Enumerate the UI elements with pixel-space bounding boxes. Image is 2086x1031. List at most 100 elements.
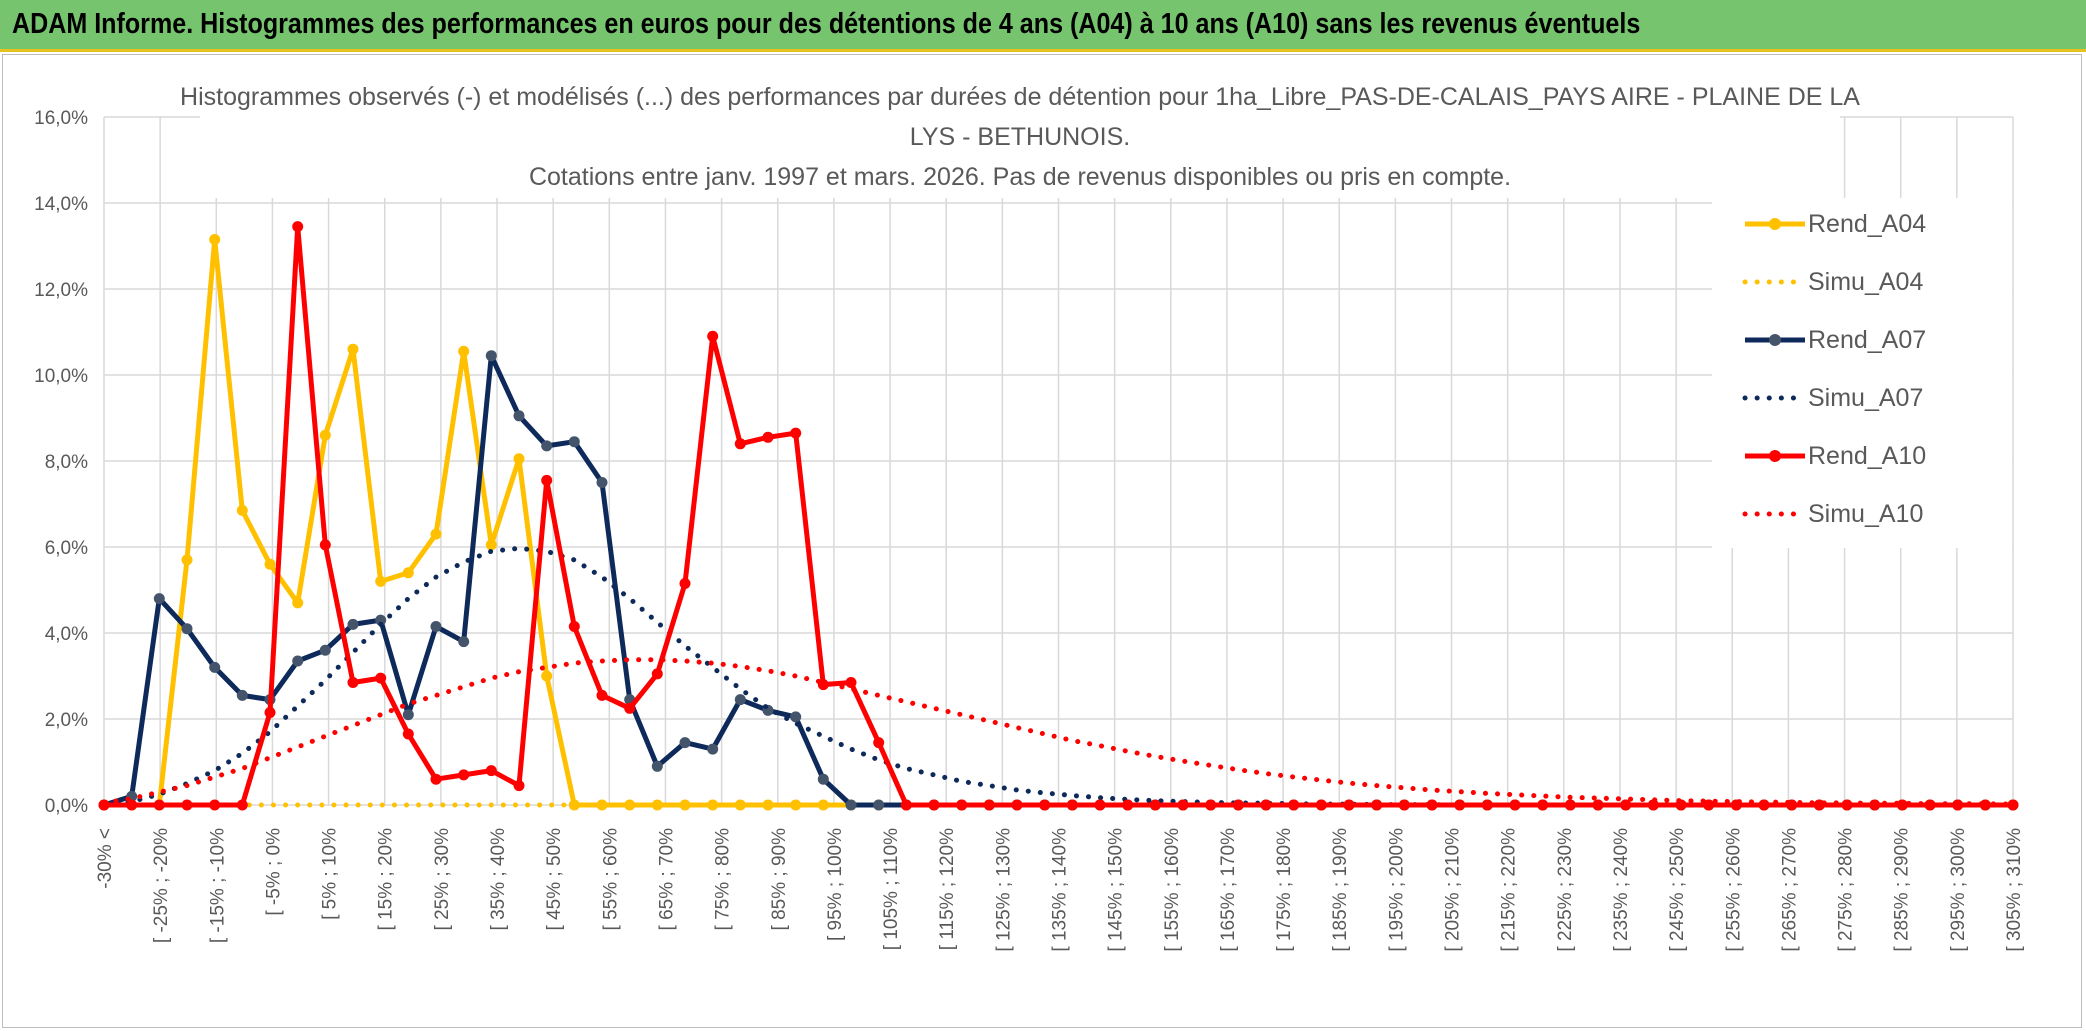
data-point (319, 429, 331, 441)
data-point (541, 670, 553, 682)
data-point (1122, 799, 1134, 811)
data-point (707, 330, 719, 342)
data-point (1232, 799, 1244, 811)
data-point (1454, 799, 1466, 811)
data-point (347, 677, 359, 688)
x-tick-label: [ 15% ; 20% (376, 828, 397, 931)
x-tick-label: [ 35% ; 40% (488, 828, 509, 931)
data-point (624, 799, 636, 811)
x-tick-label: [ -5% ; 0% (263, 828, 284, 916)
x-tick-label: [ 255% ; 260% (1723, 828, 1744, 952)
data-point (734, 438, 746, 450)
data-point (430, 621, 442, 632)
data-point (264, 707, 276, 718)
y-tick-label: 14,0% (34, 194, 88, 215)
x-tick-label: [ 205% ; 210% (1443, 828, 1464, 952)
data-point (568, 621, 580, 632)
x-tick-label: [ 25% ; 30% (432, 828, 453, 931)
legend-marker (1769, 218, 1781, 230)
data-point (485, 350, 497, 362)
data-point (596, 689, 608, 701)
x-tick-label: [ 65% ; 70% (656, 828, 677, 931)
y-tick-label: 2,0% (45, 710, 88, 731)
data-point (402, 709, 414, 721)
data-point (181, 799, 193, 811)
data-point (292, 221, 304, 233)
data-point (1703, 799, 1715, 811)
data-point (126, 799, 138, 811)
x-tick-label: [ 95% ; 100% (825, 828, 846, 941)
x-tick-label: [ 135% ; 140% (1050, 828, 1071, 952)
data-point (817, 773, 829, 785)
title-background (200, 78, 1840, 198)
x-tick-label: [ 145% ; 150% (1106, 828, 1127, 952)
data-point (209, 234, 221, 245)
data-point (541, 474, 553, 486)
data-point (153, 593, 165, 605)
y-tick-label: 12,0% (34, 280, 88, 301)
x-tick-label: [ 195% ; 200% (1386, 828, 1407, 952)
y-tick-label: 6,0% (45, 538, 88, 559)
legend-label: Rend_A07 (1808, 326, 1926, 354)
data-point (347, 618, 359, 630)
legend-label: Rend_A04 (1808, 210, 1926, 238)
data-point (1620, 799, 1632, 811)
data-point (485, 765, 497, 777)
chart-title-line: LYS - BETHUNOIS. (910, 123, 1130, 151)
series-line (104, 224, 2013, 808)
banner-title: ADAM Informe. Histogrammes des performan… (12, 8, 1641, 40)
x-tick-label: [ 5% ; 10% (320, 828, 341, 920)
legend-label: Simu_A07 (1808, 384, 1923, 412)
data-point (1260, 799, 1272, 811)
data-point (458, 636, 470, 648)
x-tick-label: [ 175% ; 180% (1274, 828, 1295, 952)
data-point (347, 343, 359, 355)
data-point (513, 410, 525, 422)
header-banner: ADAM Informe. Histogrammes des performan… (0, 0, 2086, 52)
data-point (319, 644, 331, 656)
data-point (1896, 799, 1908, 811)
x-tick-label: [ 295% ; 300% (1948, 828, 1969, 952)
data-point (181, 623, 193, 635)
x-tick-label: [ 85% ; 90% (769, 828, 790, 931)
data-point (1592, 799, 1604, 811)
x-tick-label: [ 45% ; 50% (544, 828, 565, 931)
data-point (375, 672, 387, 684)
data-point (209, 799, 221, 811)
data-point (236, 799, 248, 811)
x-tick-label: -30% < (95, 828, 116, 889)
x-tick-label: [ 55% ; 60% (600, 828, 621, 931)
data-point (1039, 799, 1051, 811)
data-point (928, 799, 940, 811)
data-point (1564, 799, 1576, 811)
data-point (236, 504, 248, 516)
data-point (1066, 799, 1078, 811)
data-point (790, 711, 802, 723)
data-point (873, 799, 885, 811)
x-tick-label: [ 235% ; 240% (1611, 828, 1632, 952)
data-point (430, 528, 442, 540)
data-point (181, 554, 193, 566)
data-point (1537, 799, 1549, 811)
data-point (236, 689, 248, 701)
data-point (679, 578, 691, 589)
data-point (679, 737, 691, 749)
x-tick-label: [ 305% ; 310% (2004, 828, 2025, 952)
x-tick-label: [ 155% ; 160% (1162, 828, 1183, 952)
data-point (264, 558, 276, 570)
data-point (541, 440, 553, 452)
data-point (1315, 799, 1327, 811)
data-point (402, 567, 414, 579)
data-point (1288, 799, 1300, 811)
x-tick-label: [ 115% ; 120% (937, 828, 958, 950)
x-tick-label: [ 125% ; 130% (993, 828, 1014, 952)
x-tick-label: [ 185% ; 190% (1330, 828, 1351, 952)
x-tick-label: [ 265% ; 270% (1779, 828, 1800, 952)
x-tick-label: [ -15% ; -10% (207, 828, 228, 943)
y-tick-label: 8,0% (45, 452, 88, 473)
x-tick-label: [ -25% ; -20% (151, 828, 172, 943)
data-point (292, 655, 304, 667)
data-point (845, 799, 857, 811)
x-tick-label: [ 275% ; 280% (1836, 828, 1857, 952)
